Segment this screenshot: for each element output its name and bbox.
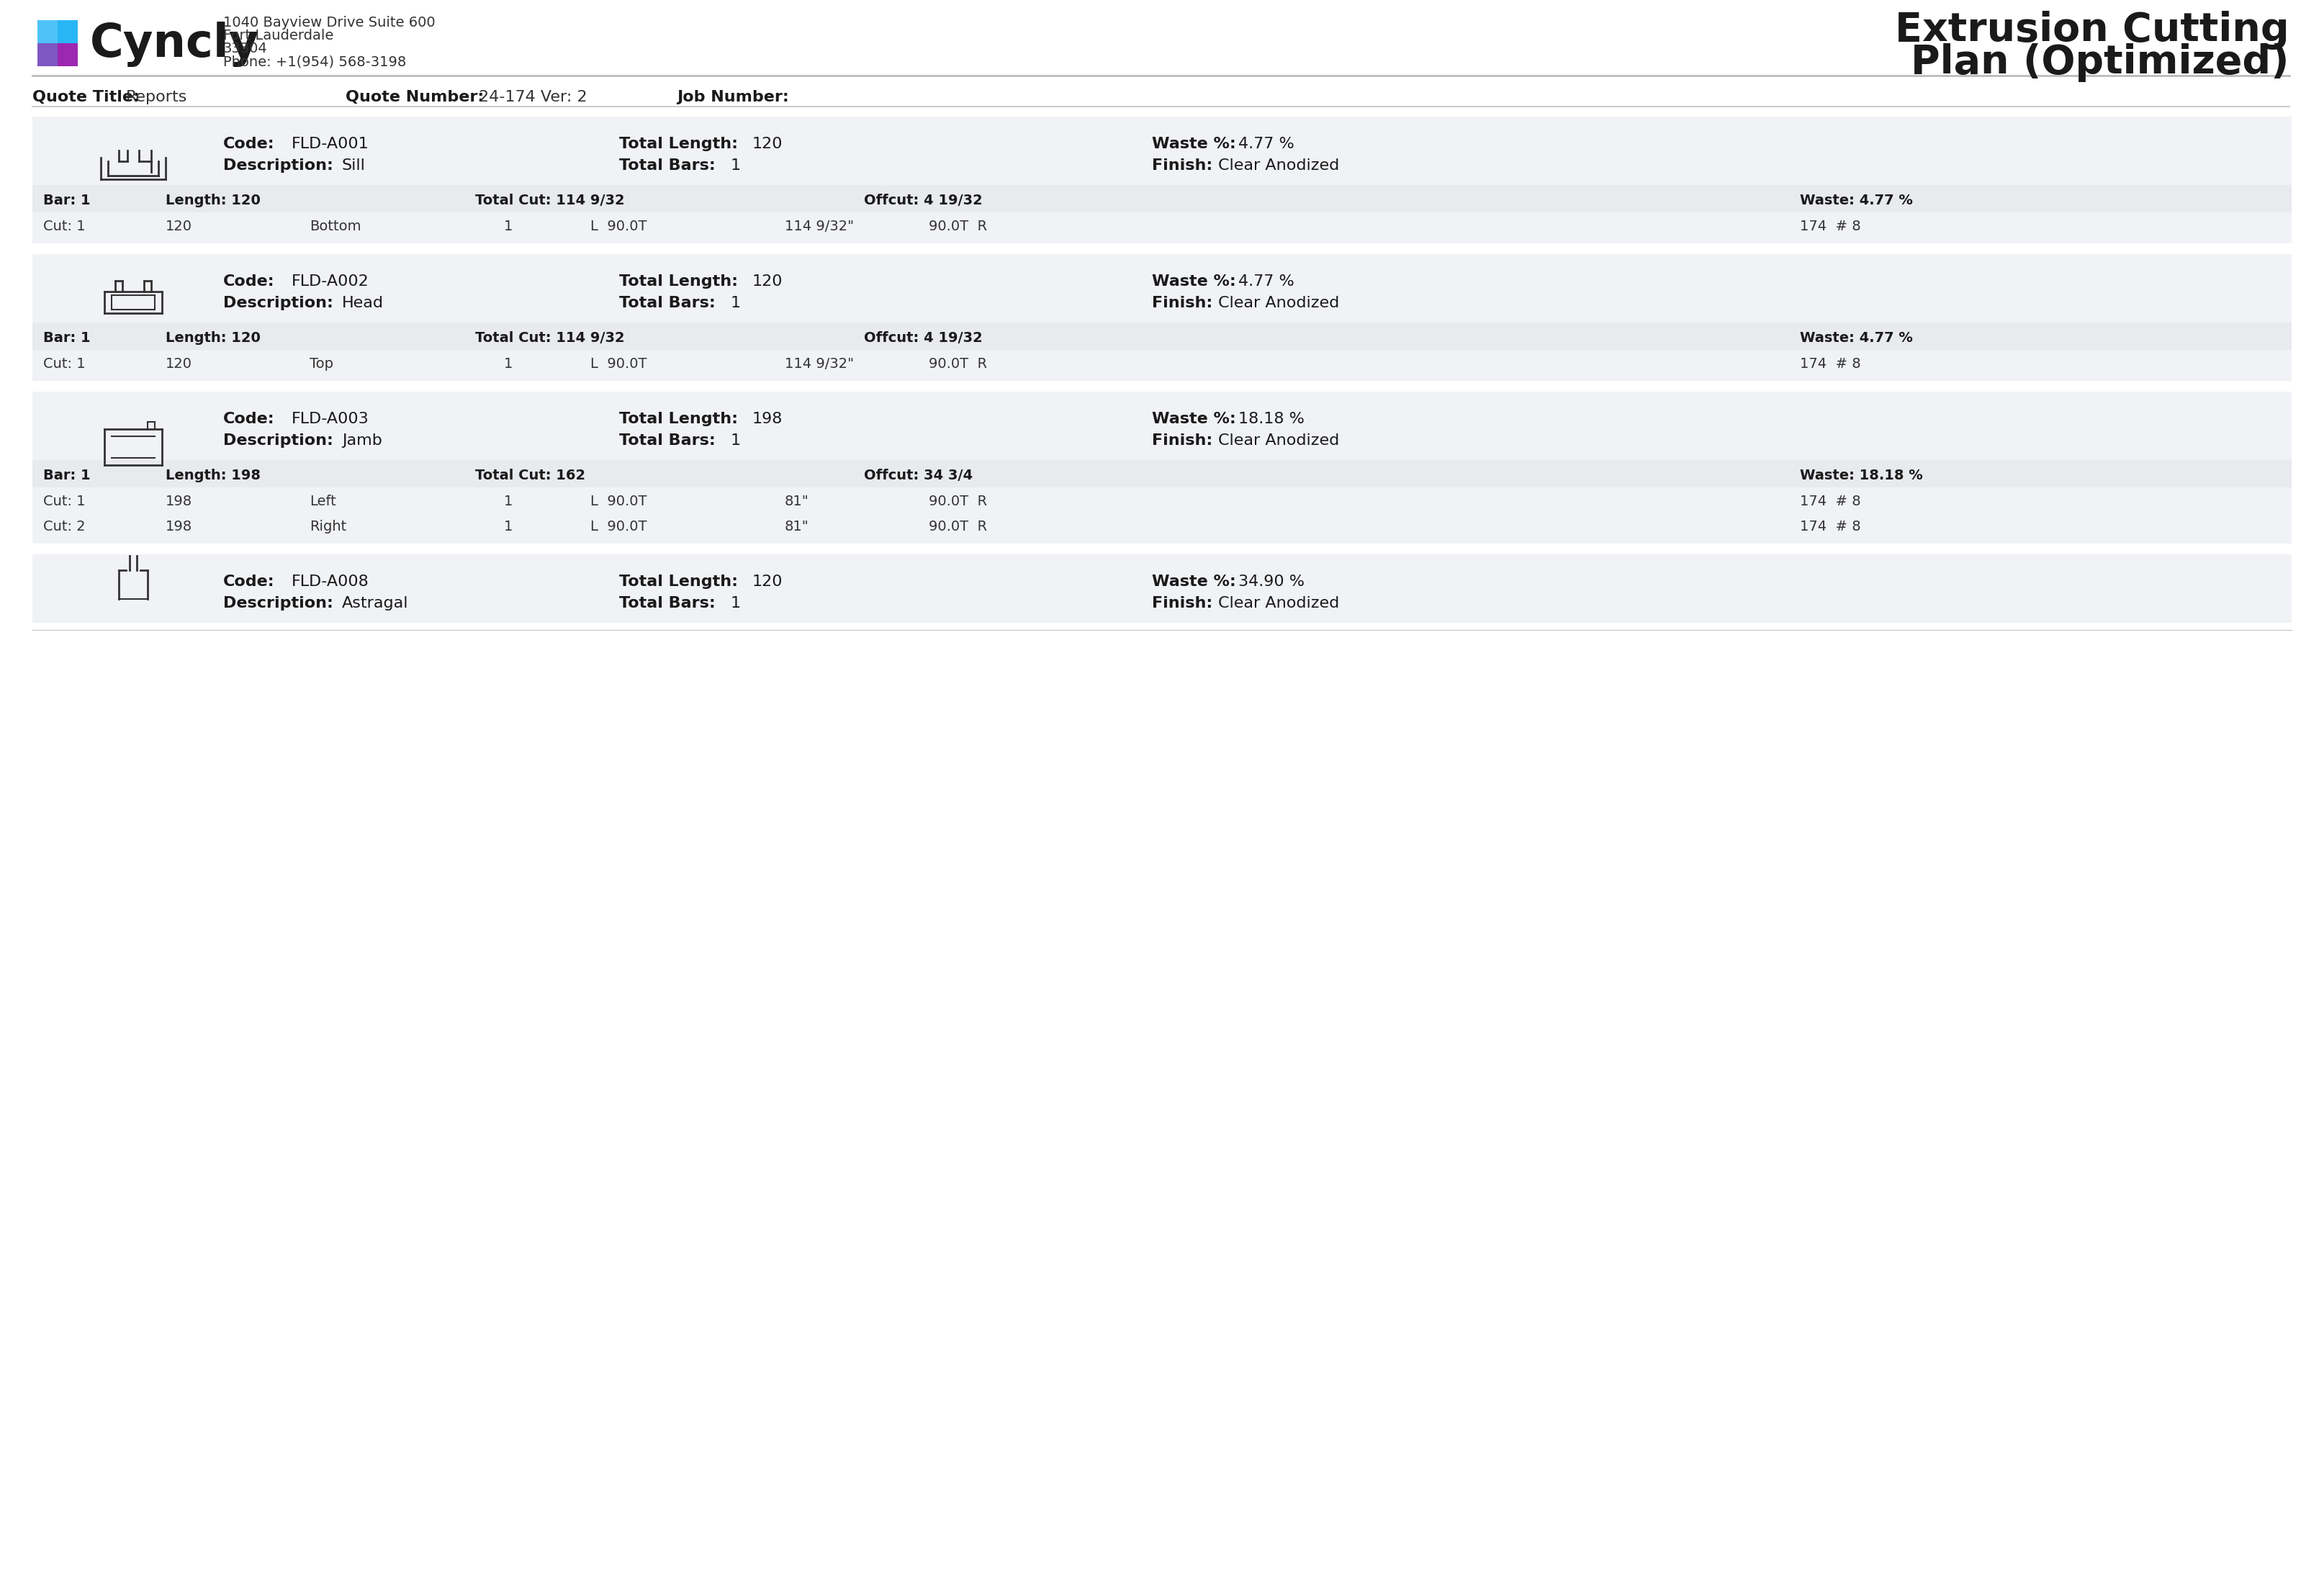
FancyBboxPatch shape <box>33 460 2291 487</box>
Text: Clear Anodized: Clear Anodized <box>1218 296 1339 310</box>
Text: Finish:: Finish: <box>1153 158 1213 172</box>
Text: Cut: 1: Cut: 1 <box>44 220 86 234</box>
Text: 34.90 %: 34.90 % <box>1239 574 1304 588</box>
Text: Fort Lauderdale: Fort Lauderdale <box>223 28 335 43</box>
Text: Description:: Description: <box>223 433 332 447</box>
Text: 198: 198 <box>165 495 193 508</box>
Text: 90.0T  R: 90.0T R <box>930 495 988 508</box>
Text: 18.18 %: 18.18 % <box>1239 411 1304 427</box>
Text: Right: Right <box>309 520 346 533</box>
Text: 81": 81" <box>786 495 809 508</box>
Text: 90.0T  R: 90.0T R <box>930 520 988 533</box>
Text: Waste: 4.77 %: Waste: 4.77 % <box>1799 330 1913 345</box>
Text: 4.77 %: 4.77 % <box>1239 274 1294 289</box>
Text: 120: 120 <box>753 138 783 152</box>
Text: FLD-A003: FLD-A003 <box>290 411 370 427</box>
Text: 120: 120 <box>753 274 783 289</box>
Text: Total Bars:: Total Bars: <box>618 433 716 447</box>
Text: 120: 120 <box>753 574 783 588</box>
Text: Total Length:: Total Length: <box>618 138 739 152</box>
Text: Length: 120: Length: 120 <box>165 193 260 207</box>
Text: Waste %:: Waste %: <box>1153 574 1236 588</box>
Text: Offcut: 4 19/32: Offcut: 4 19/32 <box>865 330 983 345</box>
Text: Code:: Code: <box>223 138 274 152</box>
Text: 33304: 33304 <box>223 41 267 55</box>
Text: Quote Number:: Quote Number: <box>346 90 483 104</box>
Text: 81": 81" <box>786 520 809 533</box>
FancyBboxPatch shape <box>33 392 2291 544</box>
Text: Head: Head <box>342 296 383 310</box>
Text: Description:: Description: <box>223 158 332 172</box>
Text: FLD-A002: FLD-A002 <box>290 274 370 289</box>
Text: Code:: Code: <box>223 411 274 427</box>
Text: L  90.0T: L 90.0T <box>590 495 646 508</box>
Text: 174  # 8: 174 # 8 <box>1799 357 1862 372</box>
Text: FLD-A008: FLD-A008 <box>290 574 370 588</box>
Text: 120: 120 <box>165 357 193 372</box>
FancyBboxPatch shape <box>33 255 2291 381</box>
Text: Total Length:: Total Length: <box>618 411 739 427</box>
Text: Description:: Description: <box>223 296 332 310</box>
Text: Phone: +1(954) 568-3198: Phone: +1(954) 568-3198 <box>223 55 407 68</box>
Text: Astragal: Astragal <box>342 596 409 610</box>
Text: Extrusion Cutting: Extrusion Cutting <box>1894 11 2289 49</box>
Text: Total Cut: 114 9/32: Total Cut: 114 9/32 <box>474 330 625 345</box>
Text: 198: 198 <box>165 520 193 533</box>
Text: Finish:: Finish: <box>1153 596 1213 610</box>
Text: Total Length:: Total Length: <box>618 574 739 588</box>
Text: Total Length:: Total Length: <box>618 274 739 289</box>
FancyBboxPatch shape <box>33 323 2291 349</box>
Text: 1: 1 <box>504 495 514 508</box>
Text: Job Number:: Job Number: <box>676 90 788 104</box>
Text: Clear Anodized: Clear Anodized <box>1218 596 1339 610</box>
Polygon shape <box>37 21 58 43</box>
Text: Sill: Sill <box>342 158 365 172</box>
Text: Code:: Code: <box>223 574 274 588</box>
Text: Bar: 1: Bar: 1 <box>44 193 91 207</box>
Text: 1: 1 <box>730 296 741 310</box>
FancyBboxPatch shape <box>33 117 2291 243</box>
Text: Cut: 1: Cut: 1 <box>44 495 86 508</box>
Text: 198: 198 <box>753 411 783 427</box>
Polygon shape <box>58 43 77 66</box>
Polygon shape <box>58 21 77 43</box>
Text: Finish:: Finish: <box>1153 296 1213 310</box>
FancyBboxPatch shape <box>33 185 2291 212</box>
Text: Waste %:: Waste %: <box>1153 138 1236 152</box>
Text: Clear Anodized: Clear Anodized <box>1218 433 1339 447</box>
Text: Description:: Description: <box>223 596 332 610</box>
Text: 174  # 8: 174 # 8 <box>1799 520 1862 533</box>
Text: 1040 Bayview Drive Suite 600: 1040 Bayview Drive Suite 600 <box>223 16 435 30</box>
Text: Finish:: Finish: <box>1153 433 1213 447</box>
Text: 1: 1 <box>730 433 741 447</box>
Text: 174  # 8: 174 # 8 <box>1799 495 1862 508</box>
Text: Left: Left <box>309 495 337 508</box>
Text: 1: 1 <box>504 220 514 234</box>
Text: L  90.0T: L 90.0T <box>590 520 646 533</box>
Text: 1: 1 <box>730 596 741 610</box>
Text: 1: 1 <box>504 520 514 533</box>
Text: Quote Title:: Quote Title: <box>33 90 139 104</box>
Text: Plan (Optimized): Plan (Optimized) <box>1910 43 2289 82</box>
Text: Total Bars:: Total Bars: <box>618 296 716 310</box>
Text: 90.0T  R: 90.0T R <box>930 357 988 372</box>
Text: Waste: 4.77 %: Waste: 4.77 % <box>1799 193 1913 207</box>
Text: Waste: 18.18 %: Waste: 18.18 % <box>1799 468 1922 482</box>
Polygon shape <box>37 43 58 66</box>
Text: 114 9/32": 114 9/32" <box>786 220 853 234</box>
Text: Waste %:: Waste %: <box>1153 274 1236 289</box>
Text: 1: 1 <box>504 357 514 372</box>
Text: Bar: 1: Bar: 1 <box>44 330 91 345</box>
Text: Length: 120: Length: 120 <box>165 330 260 345</box>
Text: Cut: 2: Cut: 2 <box>44 520 86 533</box>
Text: 90.0T  R: 90.0T R <box>930 220 988 234</box>
Text: Clear Anodized: Clear Anodized <box>1218 158 1339 172</box>
Text: Offcut: 34 3/4: Offcut: 34 3/4 <box>865 468 974 482</box>
Text: Offcut: 4 19/32: Offcut: 4 19/32 <box>865 193 983 207</box>
Text: Length: 198: Length: 198 <box>165 468 260 482</box>
Text: 24-174 Ver: 2: 24-174 Ver: 2 <box>479 90 588 104</box>
Text: 4.77 %: 4.77 % <box>1239 138 1294 152</box>
Text: Top: Top <box>309 357 332 372</box>
Text: 174  # 8: 174 # 8 <box>1799 220 1862 234</box>
